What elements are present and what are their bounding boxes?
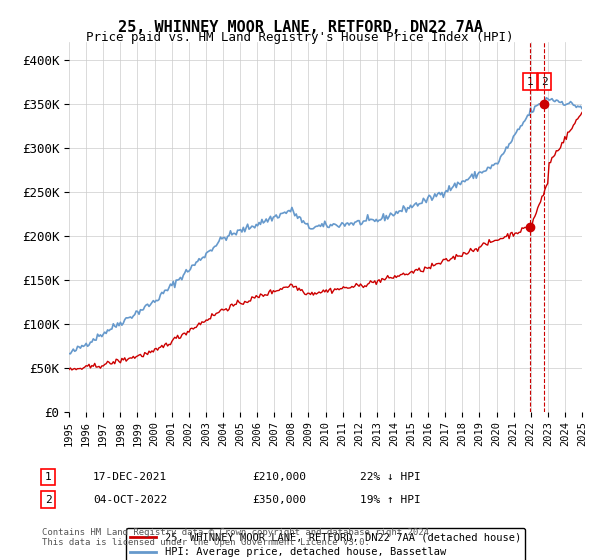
- Text: 2: 2: [541, 77, 548, 87]
- Text: £350,000: £350,000: [252, 494, 306, 505]
- Text: 1: 1: [44, 472, 52, 482]
- Text: 17-DEC-2021: 17-DEC-2021: [93, 472, 167, 482]
- Text: Price paid vs. HM Land Registry's House Price Index (HPI): Price paid vs. HM Land Registry's House …: [86, 31, 514, 44]
- Text: 22% ↓ HPI: 22% ↓ HPI: [360, 472, 421, 482]
- Legend: 25, WHINNEY MOOR LANE, RETFORD, DN22 7AA (detached house), HPI: Average price, d: 25, WHINNEY MOOR LANE, RETFORD, DN22 7AA…: [126, 528, 525, 560]
- Text: 2: 2: [44, 494, 52, 505]
- Text: Contains HM Land Registry data © Crown copyright and database right 2024.
This d: Contains HM Land Registry data © Crown c…: [42, 528, 434, 547]
- Text: 1: 1: [527, 77, 533, 87]
- Text: £210,000: £210,000: [252, 472, 306, 482]
- Text: 19% ↑ HPI: 19% ↑ HPI: [360, 494, 421, 505]
- Text: 25, WHINNEY MOOR LANE, RETFORD, DN22 7AA: 25, WHINNEY MOOR LANE, RETFORD, DN22 7AA: [118, 20, 482, 35]
- Text: 04-OCT-2022: 04-OCT-2022: [93, 494, 167, 505]
